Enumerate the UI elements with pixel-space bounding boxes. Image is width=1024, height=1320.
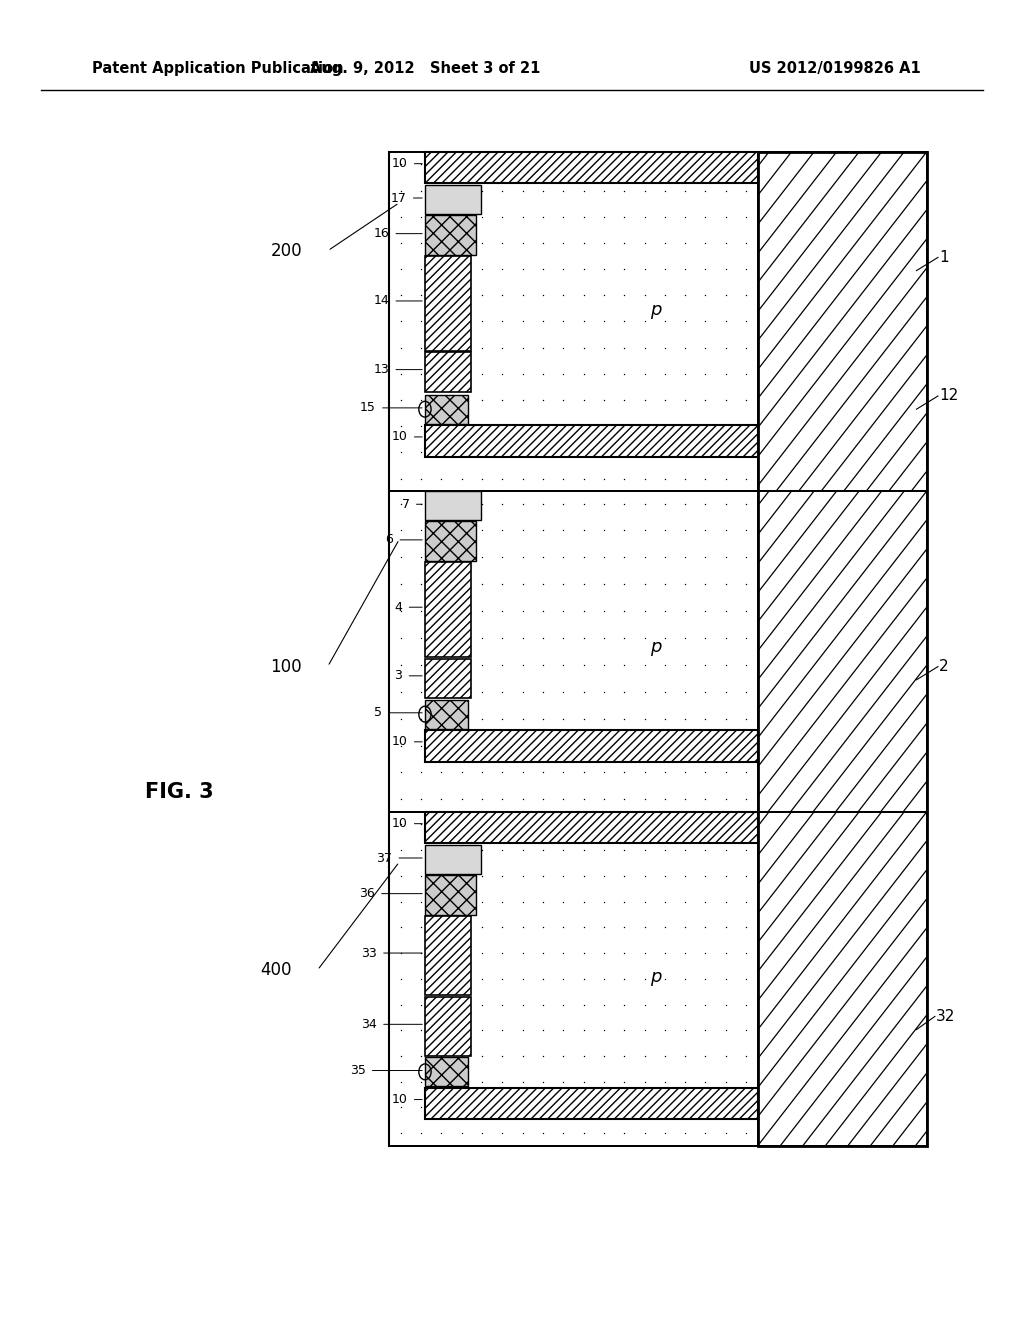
Bar — [425, 730, 758, 762]
Bar — [425, 659, 471, 698]
Text: FIG. 3: FIG. 3 — [144, 781, 214, 803]
Text: 3: 3 — [394, 669, 402, 682]
Bar — [425, 916, 471, 995]
Text: 4: 4 — [394, 601, 402, 614]
Text: 10: 10 — [391, 430, 408, 444]
Text: 7: 7 — [401, 498, 410, 511]
Bar — [425, 491, 481, 520]
Text: Patent Application Publication: Patent Application Publication — [92, 61, 344, 77]
Text: 13: 13 — [374, 363, 389, 376]
Text: 10: 10 — [391, 157, 408, 170]
Text: p: p — [649, 301, 662, 319]
Text: 10: 10 — [391, 735, 408, 748]
Bar — [425, 700, 468, 729]
Text: p: p — [649, 638, 662, 656]
Bar — [425, 1057, 468, 1086]
Text: p: p — [649, 968, 662, 986]
Bar — [758, 152, 927, 1146]
Bar — [425, 521, 476, 561]
Text: 35: 35 — [349, 1064, 366, 1077]
Text: 15: 15 — [359, 401, 376, 414]
Bar — [389, 491, 758, 812]
Bar — [425, 562, 471, 657]
Bar — [425, 185, 481, 214]
Text: 10: 10 — [391, 817, 408, 830]
Bar — [758, 491, 927, 812]
Bar — [425, 215, 476, 255]
Bar — [425, 152, 758, 183]
Text: 17: 17 — [390, 191, 407, 205]
Bar — [758, 152, 927, 491]
Bar — [425, 812, 758, 843]
Bar — [425, 256, 471, 351]
Bar — [425, 425, 758, 457]
Bar — [389, 152, 758, 491]
Text: 33: 33 — [361, 946, 377, 960]
Text: US 2012/0199826 A1: US 2012/0199826 A1 — [749, 61, 921, 77]
Text: 10: 10 — [391, 1093, 408, 1106]
Text: 14: 14 — [374, 294, 389, 308]
Bar — [425, 1088, 758, 1119]
Text: 37: 37 — [376, 851, 392, 865]
Text: 34: 34 — [361, 1018, 377, 1031]
Bar — [425, 845, 481, 874]
Text: 200: 200 — [270, 242, 302, 260]
Text: 100: 100 — [270, 657, 302, 676]
Bar — [425, 997, 471, 1056]
Text: 32: 32 — [936, 1008, 955, 1024]
Text: 6: 6 — [385, 533, 393, 546]
Bar — [425, 875, 476, 915]
Bar — [389, 812, 758, 1146]
Bar — [425, 352, 471, 392]
Text: 2: 2 — [939, 659, 948, 675]
Text: 1: 1 — [939, 249, 948, 265]
Bar — [758, 812, 927, 1146]
Text: 400: 400 — [260, 961, 292, 979]
Text: 36: 36 — [359, 887, 375, 900]
Text: 16: 16 — [374, 227, 389, 240]
Text: 12: 12 — [939, 388, 958, 404]
Text: 5: 5 — [374, 706, 382, 719]
Text: Aug. 9, 2012   Sheet 3 of 21: Aug. 9, 2012 Sheet 3 of 21 — [310, 61, 540, 77]
Bar — [425, 395, 468, 424]
